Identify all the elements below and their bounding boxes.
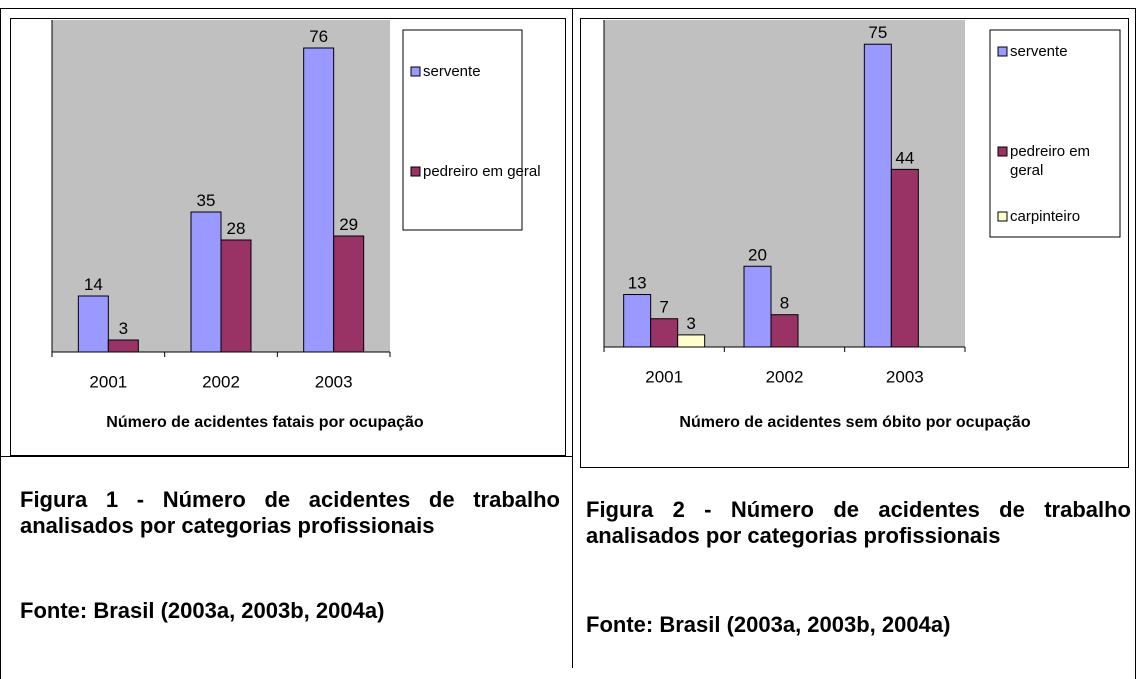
data-label: 13 [628, 274, 647, 293]
source: Fonte: Brasil (2003a, 2003b, 2004a) [20, 598, 385, 623]
data-label: 14 [84, 275, 103, 294]
x-tick-label: 2001 [645, 367, 683, 386]
legend-swatch [410, 66, 421, 77]
chart-box [580, 18, 1129, 468]
data-label: 28 [227, 219, 246, 238]
bar [623, 294, 652, 348]
data-label: 29 [339, 215, 358, 234]
data-label: 3 [686, 314, 695, 333]
bar [770, 314, 799, 348]
chart-box [10, 18, 566, 456]
divider [572, 8, 573, 668]
bar [220, 239, 252, 353]
bar [107, 339, 139, 353]
bar [890, 168, 919, 348]
x-tick-label: 2002 [766, 367, 804, 386]
data-label: 3 [119, 319, 128, 338]
data-label: 20 [748, 245, 767, 264]
legend-label: pedreiro em geral [423, 163, 541, 180]
row-line [0, 456, 572, 457]
bar [77, 295, 109, 353]
data-label: 7 [659, 298, 668, 317]
bar [863, 43, 892, 348]
bar [303, 47, 335, 353]
caption: Figura 2 - Número de acidentes de trabal… [586, 497, 1131, 548]
legend-label: carpinteiro [1010, 208, 1081, 225]
bar [743, 265, 772, 348]
bar [650, 318, 679, 348]
data-label: 76 [309, 27, 328, 46]
x-tick-label: 2003 [315, 372, 353, 391]
bar [333, 235, 365, 353]
legend-label: servente [1010, 43, 1068, 60]
legend-swatch [997, 211, 1008, 222]
legend-box [989, 29, 1121, 238]
axis-title: Número de acidentes sem óbito por ocupaç… [679, 414, 1031, 431]
legend-swatch [410, 166, 421, 177]
data-label: 75 [868, 23, 887, 42]
legend-swatch [997, 146, 1008, 157]
data-label: 35 [197, 191, 216, 210]
data-label: 44 [895, 148, 914, 167]
x-tick-label: 2002 [202, 372, 240, 391]
bar [190, 211, 222, 353]
legend-label: servente [423, 63, 481, 80]
legend-swatch [997, 46, 1008, 57]
data-label: 8 [780, 294, 789, 313]
x-tick-label: 2003 [886, 367, 924, 386]
legend-box [402, 29, 523, 231]
legend-label: pedreiro em geral [1010, 143, 1091, 179]
x-tick-label: 2001 [89, 372, 127, 391]
source: Fonte: Brasil (2003a, 2003b, 2004a) [586, 612, 951, 637]
bar [677, 334, 706, 348]
caption: Figura 1 - Número de acidentes de trabal… [20, 487, 560, 538]
axis-title: Número de acidentes fatais por ocupação [106, 414, 424, 431]
